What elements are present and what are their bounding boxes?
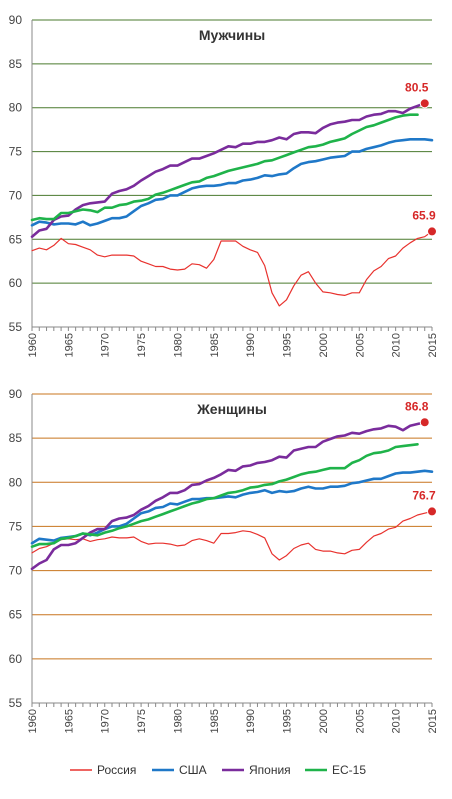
x-tick-label: 1970 bbox=[100, 333, 112, 357]
chart-panel-1: 55 60 65 70 75 80 85 90 1960 1965 1970 1975 1980 1985… bbox=[9, 13, 439, 357]
x-tick-label: 1995 bbox=[282, 709, 294, 733]
x-tick-label: 1985 bbox=[209, 333, 221, 357]
data-label: 76.7 bbox=[412, 488, 436, 502]
series-line-4 bbox=[30, 113, 419, 222]
x-tick-label: 2000 bbox=[318, 333, 330, 357]
x-tick-label: 1980 bbox=[172, 709, 184, 733]
x-tick-label: 1970 bbox=[100, 709, 112, 733]
data-label: 65.9 bbox=[412, 208, 436, 222]
data-label: 80.5 bbox=[405, 80, 429, 94]
chart-panel-2: 55 60 65 70 75 80 85 90 1960 1965 1970 1975 1980 1985… bbox=[9, 387, 439, 733]
y-tick-label: 90 bbox=[9, 387, 23, 401]
x-tick-label: 1980 bbox=[172, 333, 184, 357]
series-line-2 bbox=[30, 469, 434, 545]
annotation-dot bbox=[419, 417, 430, 428]
legend-label: Россия bbox=[97, 763, 136, 777]
x-tick-label: 2010 bbox=[391, 333, 403, 357]
legend-label: Япония bbox=[249, 763, 291, 777]
y-tick-label: 70 bbox=[9, 188, 23, 202]
y-tick-label: 60 bbox=[9, 276, 23, 290]
series-line-3 bbox=[30, 420, 427, 571]
x-tick-label: 1965 bbox=[63, 333, 75, 357]
series-line-4 bbox=[30, 442, 419, 549]
x-tick-label: 1965 bbox=[63, 709, 75, 733]
legend: Россия США Япония ЕС-15 bbox=[70, 763, 366, 777]
series-line-2 bbox=[30, 138, 434, 227]
y-tick-label: 65 bbox=[9, 608, 23, 622]
y-tick-label: 75 bbox=[9, 145, 23, 159]
annotation-dot bbox=[427, 226, 437, 237]
data-label: 86.8 bbox=[405, 399, 429, 413]
series-line-1 bbox=[31, 510, 433, 561]
y-tick-label: 55 bbox=[9, 320, 23, 334]
y-tick-label: 80 bbox=[9, 475, 23, 489]
y-tick-label: 75 bbox=[9, 519, 23, 533]
y-tick-label: 55 bbox=[9, 696, 23, 710]
x-tick-label: 1975 bbox=[136, 333, 148, 357]
chart-title: Мужчины bbox=[199, 27, 265, 43]
x-tick-label: 2015 bbox=[427, 709, 439, 733]
y-tick-label: 90 bbox=[9, 13, 23, 27]
y-tick-label: 60 bbox=[9, 652, 23, 666]
legend-label: ЕС-15 bbox=[332, 763, 366, 777]
chart-title: Женщины bbox=[196, 401, 267, 417]
x-tick-label: 2010 bbox=[391, 709, 403, 733]
y-tick-label: 85 bbox=[9, 57, 23, 71]
series-line-3 bbox=[30, 102, 427, 238]
x-tick-label: 1990 bbox=[245, 709, 257, 733]
x-tick-label: 1960 bbox=[27, 709, 39, 733]
x-tick-label: 1990 bbox=[245, 333, 257, 357]
y-tick-label: 70 bbox=[9, 564, 23, 578]
y-tick-label: 85 bbox=[9, 431, 23, 445]
annotation-dot bbox=[427, 506, 437, 517]
y-tick-label: 65 bbox=[9, 232, 23, 246]
x-tick-label: 1975 bbox=[136, 709, 148, 733]
x-tick-label: 1995 bbox=[282, 333, 294, 357]
legend-label: США bbox=[179, 763, 207, 777]
annotation-dot bbox=[419, 98, 430, 109]
x-tick-label: 1960 bbox=[27, 333, 39, 357]
y-tick-label: 80 bbox=[9, 101, 23, 115]
x-tick-label: 2005 bbox=[354, 333, 366, 357]
x-tick-label: 1985 bbox=[209, 709, 221, 733]
x-tick-label: 2015 bbox=[427, 333, 439, 357]
x-tick-label: 2005 bbox=[354, 709, 366, 733]
x-tick-label: 2000 bbox=[318, 709, 330, 733]
series-line-1 bbox=[31, 230, 433, 307]
